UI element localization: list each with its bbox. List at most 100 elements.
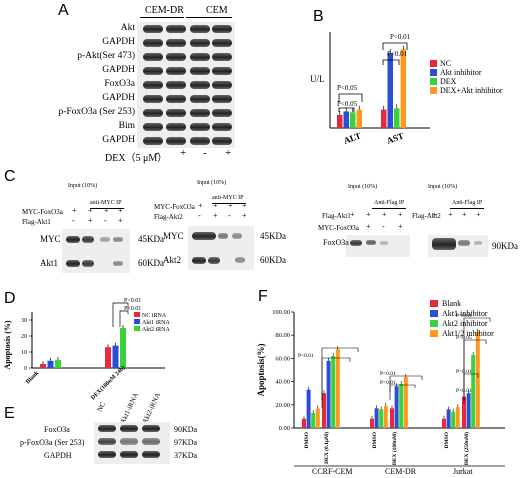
c1-kda-45: 45KDa xyxy=(138,234,164,244)
chart-d-legend-swatch xyxy=(134,326,140,331)
chart-d-legend-label: Akt2 iRNA xyxy=(142,327,171,333)
chart-b-bar xyxy=(350,112,356,128)
blot-band xyxy=(166,39,186,47)
panel-a-row-label: FoxO3a xyxy=(104,79,135,89)
chart-b-legend-swatch xyxy=(430,87,437,94)
treat-sign-2: + xyxy=(180,147,187,159)
sign-mark: + xyxy=(88,216,93,225)
chart-d-bar xyxy=(112,345,119,368)
blot-band xyxy=(142,451,160,458)
c3-row-myc-foxo3a: MYC-FoxO3a xyxy=(318,224,359,232)
sign-mark: + xyxy=(118,216,123,225)
chart-f-sig-1: P<0.01 xyxy=(298,353,314,359)
chart-f-sig-3: P<0.01 xyxy=(380,380,396,386)
blot-band xyxy=(212,53,232,61)
chart-f-bar xyxy=(374,408,379,428)
blot-band xyxy=(212,67,232,75)
blot-band xyxy=(143,67,163,75)
chart-f-bar xyxy=(446,409,451,428)
blot-band xyxy=(190,95,210,103)
c3-header-input: Input (10%) xyxy=(348,184,378,190)
chart-f-bar xyxy=(394,386,399,428)
c1-header-input: Input (10%) xyxy=(68,183,98,189)
panel-a-row-label: Bim xyxy=(118,121,135,131)
blot-band xyxy=(98,438,116,445)
chart-d-legend-swatch xyxy=(134,312,140,317)
blot-band xyxy=(212,95,232,103)
panel-a-row-label: p-FoxO3a (Ser 253) xyxy=(58,107,135,117)
blot-band xyxy=(190,137,210,145)
chart-b-sig-1: P<0.05 xyxy=(337,84,358,92)
panel-a-row-label: Akt xyxy=(120,23,135,33)
chart-b-legend-label: DEX+Akt inhibitor xyxy=(440,86,503,95)
c1-row-myc-foxo3a: MYC-FoxO3a xyxy=(22,208,63,216)
sign-mark: + xyxy=(476,210,481,219)
e-col-nc: NC xyxy=(95,400,108,413)
panel-a-row-label: GAPDH xyxy=(102,37,135,47)
chart-f-bar xyxy=(379,409,384,428)
blot-band xyxy=(100,237,110,242)
sign-mark: + xyxy=(366,222,371,231)
chart-f-subgroup-label: DEX (100nM) xyxy=(391,432,398,465)
sign-mark: + xyxy=(398,222,403,231)
chart-b-xtick-ast: AST xyxy=(385,130,405,145)
chart-f-sig-6: P<0.01 xyxy=(456,369,472,375)
chart-f-bar xyxy=(475,331,480,428)
blot-band xyxy=(120,438,138,445)
chart-f-ytick: 0.00 xyxy=(279,425,290,432)
blot-band xyxy=(166,109,186,117)
chart-b-bar xyxy=(381,109,387,128)
chart-d-bar xyxy=(40,364,46,368)
chart-f-legend-swatch xyxy=(430,310,438,317)
c2-kda-45: 45KDa xyxy=(260,231,286,241)
chart-f-bar xyxy=(466,393,471,428)
blot-band xyxy=(166,25,186,33)
chart-b-bar xyxy=(394,108,400,128)
chart-b-legend-swatch xyxy=(430,60,437,67)
blot-band xyxy=(192,257,206,264)
c4-header-ip: Anti-Flag IP xyxy=(452,200,483,206)
blot-band xyxy=(143,53,163,61)
chart-d-ylabel: Apoptosis (%) xyxy=(3,320,12,369)
blot-band xyxy=(208,257,220,264)
sign-mark: - xyxy=(228,211,231,220)
blot-band xyxy=(66,260,80,267)
chart-f-sig-5: P<0.05 xyxy=(456,335,472,341)
chart-d-ytick: 0 xyxy=(24,366,27,372)
c3-row-flag-akt1: Flag-Akt1 xyxy=(322,212,351,220)
chart-b-bar xyxy=(343,111,349,128)
chart-b-bracket-1 xyxy=(338,93,363,102)
chart-f-sig-2: P<0.01 xyxy=(380,371,396,377)
sign-mark: - xyxy=(350,222,353,231)
c4-header-input: Input (10%) xyxy=(428,184,458,190)
chart-d-legend-label: Akt1 iRNA xyxy=(142,320,171,326)
chart-f-group-ccrf: CCRF-CEM xyxy=(312,467,352,476)
blot-band xyxy=(82,260,94,267)
c3-header-ip: Anti-Flag IP xyxy=(374,200,405,206)
blot-band xyxy=(120,451,138,458)
blot-band xyxy=(212,109,232,117)
sign-mark: + xyxy=(213,201,218,210)
c1-label-akt1: Akt1 xyxy=(40,258,58,268)
blot-band xyxy=(143,39,163,47)
c1-row-flag-akt1: Flag-Akt1 xyxy=(22,218,51,226)
chart-f-ytick: 40.00 xyxy=(275,379,290,386)
chart-d-ytick: 30 xyxy=(21,318,27,324)
blot-band xyxy=(190,81,210,89)
chart-f-ytick: 20.00 xyxy=(275,402,290,409)
blot-band xyxy=(432,238,456,250)
chart-f-legend-label: Blank xyxy=(442,299,461,308)
chart-f-sig-7: P<0.01 xyxy=(456,388,472,394)
blot-band xyxy=(380,241,388,245)
chart-f-bar xyxy=(311,412,316,428)
chart-f-ytick: 60.00 xyxy=(275,355,290,362)
blot-band xyxy=(142,438,160,445)
blot-band xyxy=(212,123,232,131)
sign-mark: - xyxy=(72,216,75,225)
sign-mark: + xyxy=(398,210,403,219)
group-label-cem: CEM xyxy=(206,5,228,16)
chart-f-subgroup-label: DMSO xyxy=(372,431,378,448)
